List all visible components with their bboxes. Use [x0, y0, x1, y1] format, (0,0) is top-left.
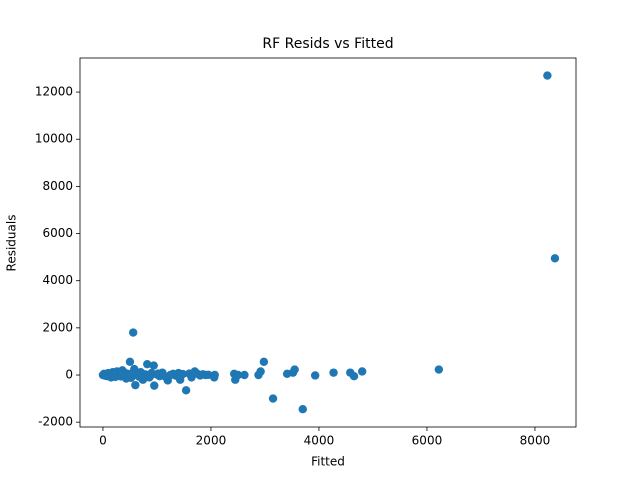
point	[256, 367, 265, 376]
chart-title: RF Resids vs Fitted	[262, 36, 393, 52]
point	[159, 371, 168, 380]
point	[178, 369, 188, 379]
point	[139, 370, 148, 379]
y-tick-label: 0	[65, 368, 73, 382]
y-tick-label: 12000	[35, 85, 73, 99]
point	[357, 367, 367, 376]
y-tick-label: 4000	[42, 273, 73, 287]
point	[210, 370, 219, 380]
point	[268, 394, 278, 403]
y-tick-label: -2000	[38, 415, 73, 429]
x-tick-label: 8000	[520, 434, 551, 448]
x-tick-label: 0	[99, 434, 107, 448]
point	[349, 371, 359, 381]
point	[259, 357, 269, 367]
point	[181, 386, 191, 395]
point	[143, 359, 152, 369]
point	[128, 328, 138, 337]
x-axis-label: Fitted	[311, 455, 345, 469]
x-tick-label: 2000	[196, 434, 227, 448]
point	[125, 357, 135, 367]
point	[149, 361, 158, 370]
y-tick-label: 2000	[42, 320, 73, 334]
y-axis-label: Residuals	[5, 215, 19, 272]
plot-frame	[79, 57, 577, 428]
point	[233, 370, 243, 380]
y-tick-label: 10000	[35, 132, 73, 146]
x-tick-label: 6000	[412, 434, 443, 448]
y-tick-label: 8000	[42, 179, 73, 193]
point	[550, 254, 560, 263]
point	[310, 371, 320, 380]
y-tick-label: 6000	[42, 226, 73, 240]
point	[150, 381, 159, 390]
point	[329, 368, 338, 377]
point	[290, 365, 299, 374]
point	[146, 371, 155, 380]
point	[543, 71, 552, 80]
point	[240, 370, 249, 380]
point	[131, 380, 140, 390]
x-tick-label: 4000	[304, 434, 335, 448]
point	[298, 404, 307, 414]
point	[434, 365, 444, 374]
